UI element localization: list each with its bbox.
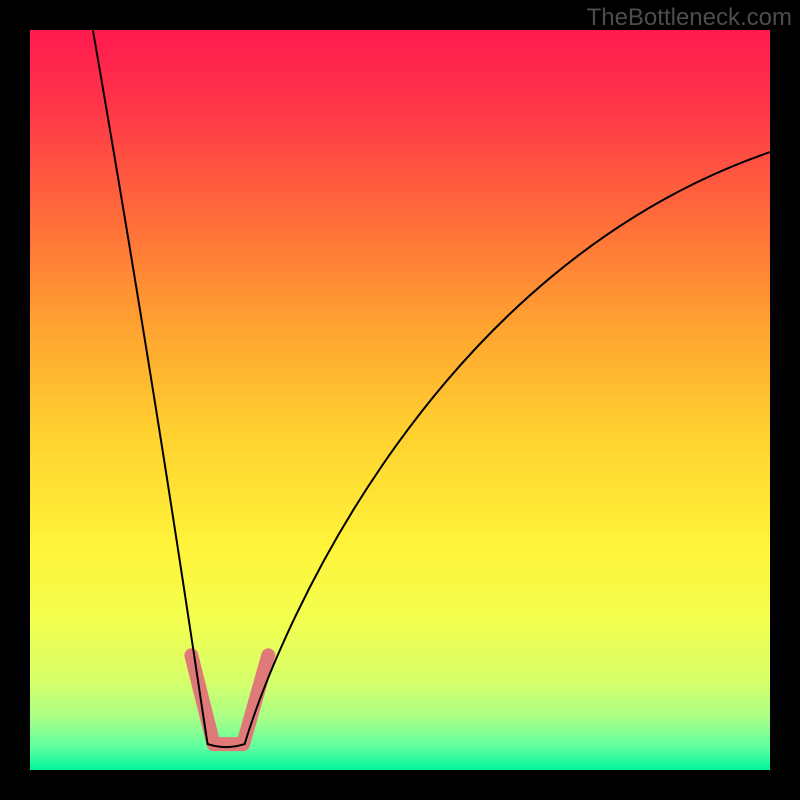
watermark-text: TheBottleneck.com xyxy=(587,4,792,32)
plot-area xyxy=(30,30,770,770)
bottleneck-chart xyxy=(0,0,800,800)
